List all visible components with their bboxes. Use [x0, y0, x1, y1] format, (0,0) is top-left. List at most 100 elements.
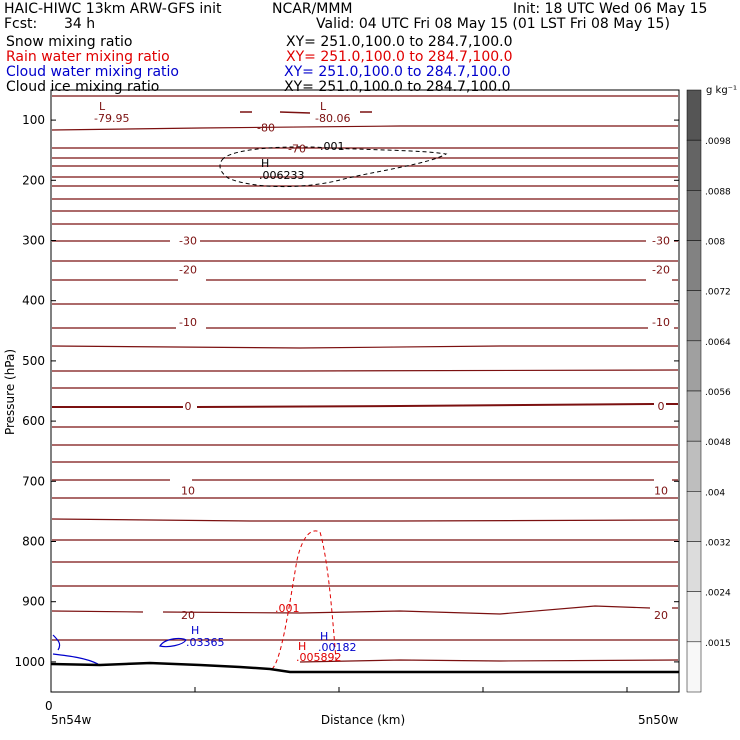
isotherm-label: 10: [654, 484, 668, 497]
y-tick-label: 500: [22, 354, 45, 368]
y-tick-label: 800: [22, 535, 45, 549]
terrain-line: [50, 661, 679, 674]
y-tick-label: 900: [22, 595, 45, 609]
cloud-water-contour: [159, 637, 187, 648]
snow-contour-label: .001: [320, 140, 345, 153]
y-tick-label: 700: [22, 474, 45, 488]
rain-annotations: .001 H .005892: [275, 602, 342, 664]
isotherm-label: -30: [179, 235, 197, 248]
snow-contour: [219, 146, 448, 188]
cloud-water-max-value: .03365: [186, 636, 225, 649]
forecast-label: Fcst:: [4, 16, 38, 32]
colorbar-unit: g kg⁻¹: [706, 85, 737, 96]
isotherm-line: [51, 345, 678, 349]
field-xy-cloud-ice: XY= 251.0,100.0 to 284.7,100.0: [284, 79, 511, 95]
low-marker: L: [99, 100, 106, 113]
plot-frame: [50, 89, 680, 693]
isotherm-label: -30: [652, 235, 670, 248]
x-zero-label: 0: [45, 699, 53, 713]
y-tick-label: 1000: [14, 655, 45, 669]
colorbar-label: .0015: [705, 639, 731, 649]
x-axis-ticks: [50, 687, 680, 692]
isotherm-label: -10: [652, 316, 670, 329]
rain-contour-label: .001: [275, 602, 300, 615]
init-time: Init: 18 UTC Wed 06 May 15: [513, 1, 708, 17]
y-axis-label: Pressure (hPa): [3, 349, 17, 435]
colorbar-swatch: [686, 340, 702, 392]
isotherm-minus80: [240, 111, 372, 114]
cloud-water-contour: [52, 634, 99, 665]
isotherm-line: [51, 605, 678, 615]
colorbar-swatch: [686, 190, 702, 241]
colorbar-swatch: [686, 491, 702, 542]
cloud-water-max-marker-2: H: [320, 630, 328, 643]
low-value: -79.95: [94, 112, 129, 125]
isotherm-label: -10: [179, 316, 197, 329]
x-right-label: 5n50w: [638, 713, 679, 727]
isotherm-line: [51, 518, 679, 522]
rain-contour: [271, 530, 337, 670]
isotherm-label: 0: [185, 400, 192, 413]
x-axis-label: Distance (km): [321, 713, 405, 727]
y-tick-label: 600: [22, 414, 45, 428]
isotherm-line: [52, 369, 679, 372]
low-marker: L: [320, 100, 327, 113]
colorbar-label: .008: [705, 238, 725, 248]
snow-max-value: .006233: [259, 169, 305, 182]
isotherm-line: [52, 403, 678, 408]
rain-max-value: .005892: [296, 651, 342, 664]
y-tick-label: 300: [22, 234, 45, 248]
forecast-hours: 34 h: [64, 16, 96, 32]
isotherm-line: [299, 659, 679, 663]
colorbar-swatch: [686, 290, 702, 342]
temperature-isotherms: [51, 95, 679, 663]
colorbar-label: .0072: [705, 288, 731, 298]
isotherm-label: -70: [288, 142, 306, 155]
field-name-cloud-ice: Cloud ice mixing ratio: [6, 79, 160, 95]
valid-time: Valid: 04 UTC Fri 08 May 15 (01 LST Fri …: [316, 16, 670, 32]
isotherm-label: -20: [652, 263, 670, 276]
colorbar-label: .0088: [705, 187, 731, 197]
isotherm-label: -80: [257, 121, 275, 134]
field-name-rain: Rain water mixing ratio: [6, 49, 170, 65]
cloud-water-max-marker: H: [191, 624, 199, 637]
field-name-cloud-water: Cloud water mixing ratio: [6, 64, 179, 80]
colorbar-label: .0064: [705, 338, 731, 348]
colorbar: .0098 .0088 .008 .0072 .0064 .0056 .0048 .004 .0…: [686, 89, 731, 693]
isotherm-line: [51, 125, 678, 131]
cloud-water-max-value-2: .00182: [318, 641, 357, 654]
colorbar-label: .0024: [705, 589, 731, 599]
colorbar-label: .0098: [705, 137, 731, 147]
colorbar-swatch: [686, 89, 702, 141]
colorbar-swatch: [686, 390, 702, 442]
isotherm-label: 0: [658, 400, 665, 413]
isotherm-label: 10: [181, 484, 195, 497]
snow-max-marker: H: [261, 157, 269, 170]
field-name-snow: Snow mixing ratio: [6, 34, 133, 50]
isotherm-label: 20: [654, 609, 668, 622]
org-label: NCAR/MMM: [272, 1, 353, 17]
isotherm-labels: -80 -70 -30 -30 -20 -20 -10 -10 0 0 10 10 20 20: [179, 121, 670, 622]
low-value: -80.06: [315, 112, 350, 125]
x-left-label: 5n54w: [51, 713, 92, 727]
isotherm-label: -20: [179, 263, 197, 276]
cloud-water-annotations: H .03365 H .00182: [186, 624, 357, 654]
field-xy-snow: XY= 251.0,100.0 to 284.7,100.0: [286, 34, 513, 50]
colorbar-label: .0032: [705, 539, 731, 549]
model-title: HAIC-HIWC 13km ARW-GFS init: [4, 1, 222, 17]
y-tick-label: 100: [22, 113, 45, 127]
y-tick-label: 200: [22, 173, 45, 187]
field-xy-rain: XY= 251.0,100.0 to 284.7,100.0: [286, 49, 513, 65]
colorbar-swatch: [686, 541, 702, 592]
colorbar-swatch: [686, 591, 702, 643]
snow-annotations: .001 H .006233: [259, 140, 345, 182]
field-xy-cloud-water: XY= 251.0,100.0 to 284.7,100.0: [284, 64, 511, 80]
rain-max-marker: H: [298, 640, 306, 653]
colorbar-swatch: [686, 440, 702, 492]
colorbar-swatch: [686, 139, 702, 191]
colorbar-swatch: [686, 240, 702, 291]
colorbar-label: .0056: [705, 388, 731, 398]
colorbar-swatch: [686, 641, 702, 693]
